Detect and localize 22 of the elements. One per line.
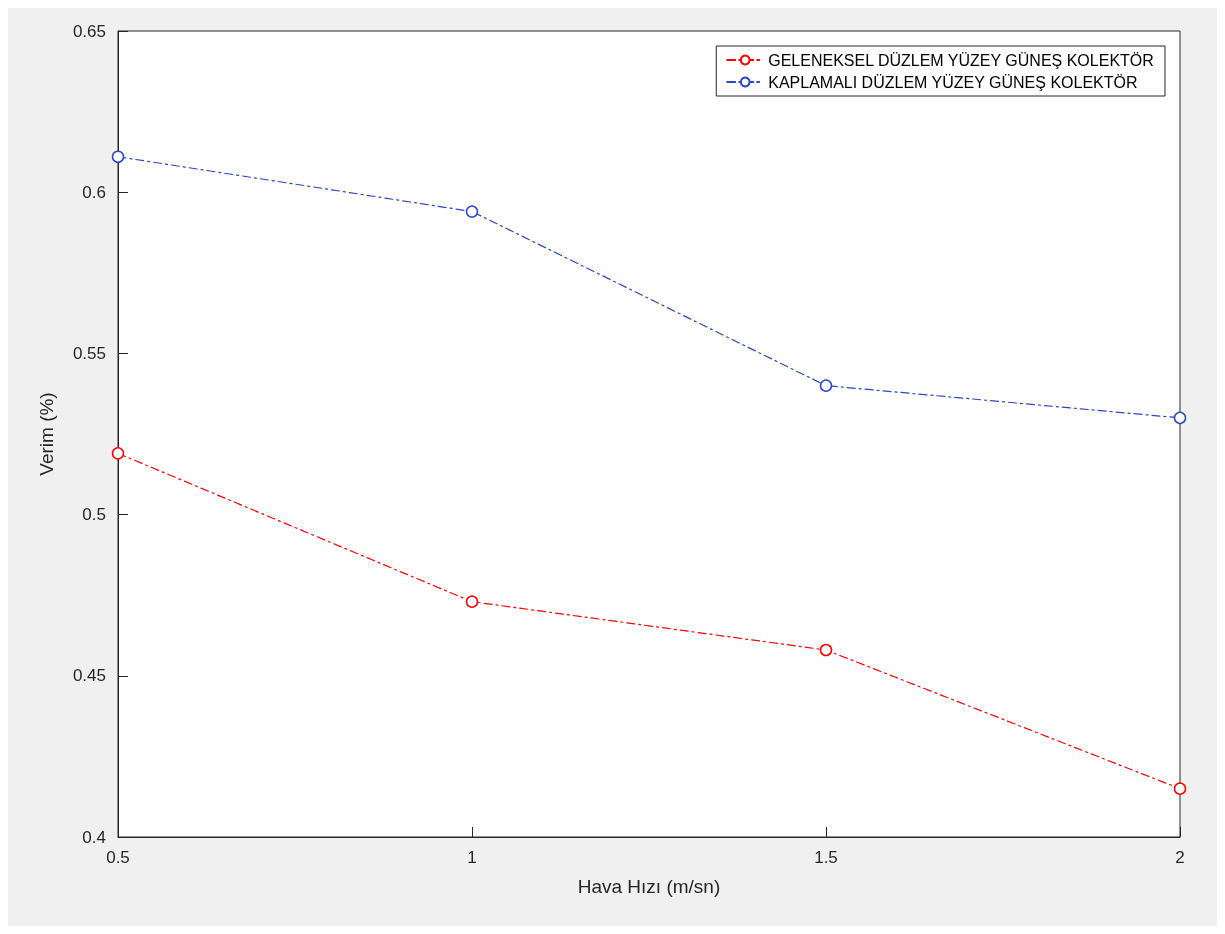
y-tick-label: 0.65 bbox=[72, 21, 106, 41]
x-tick-label: 0.5 bbox=[106, 848, 130, 867]
x-tick-label: 1.5 bbox=[814, 848, 838, 867]
point bbox=[465, 205, 479, 218]
x-tick-label: 1 bbox=[467, 848, 477, 867]
y-tick-label: 0.55 bbox=[72, 343, 106, 363]
legend-label: GELENEKSEL DÜZLEM YÜZEY GÜNEŞ KOLEKTÖR bbox=[768, 51, 1154, 69]
point bbox=[465, 595, 479, 608]
point bbox=[819, 379, 833, 392]
y-tick-label: 0.5 bbox=[82, 505, 106, 525]
point bbox=[111, 150, 125, 163]
x-tick-label: 2 bbox=[1175, 848, 1185, 867]
y-tick-label: 0.6 bbox=[82, 182, 106, 202]
x-axis-title: Hava Hızı (m/sn) bbox=[577, 876, 721, 897]
point bbox=[1173, 782, 1187, 795]
point bbox=[819, 643, 833, 657]
y-tick-label: 0.45 bbox=[72, 666, 106, 686]
point bbox=[111, 447, 125, 460]
legend-label: KAPLAMALI DÜZLEM YÜZEY GÜNEŞ KOLEKTÖR bbox=[768, 73, 1138, 91]
y-tick-label: 0.4 bbox=[82, 827, 106, 847]
y-axis-title: Verim (%) bbox=[36, 392, 57, 476]
point bbox=[1173, 411, 1187, 425]
